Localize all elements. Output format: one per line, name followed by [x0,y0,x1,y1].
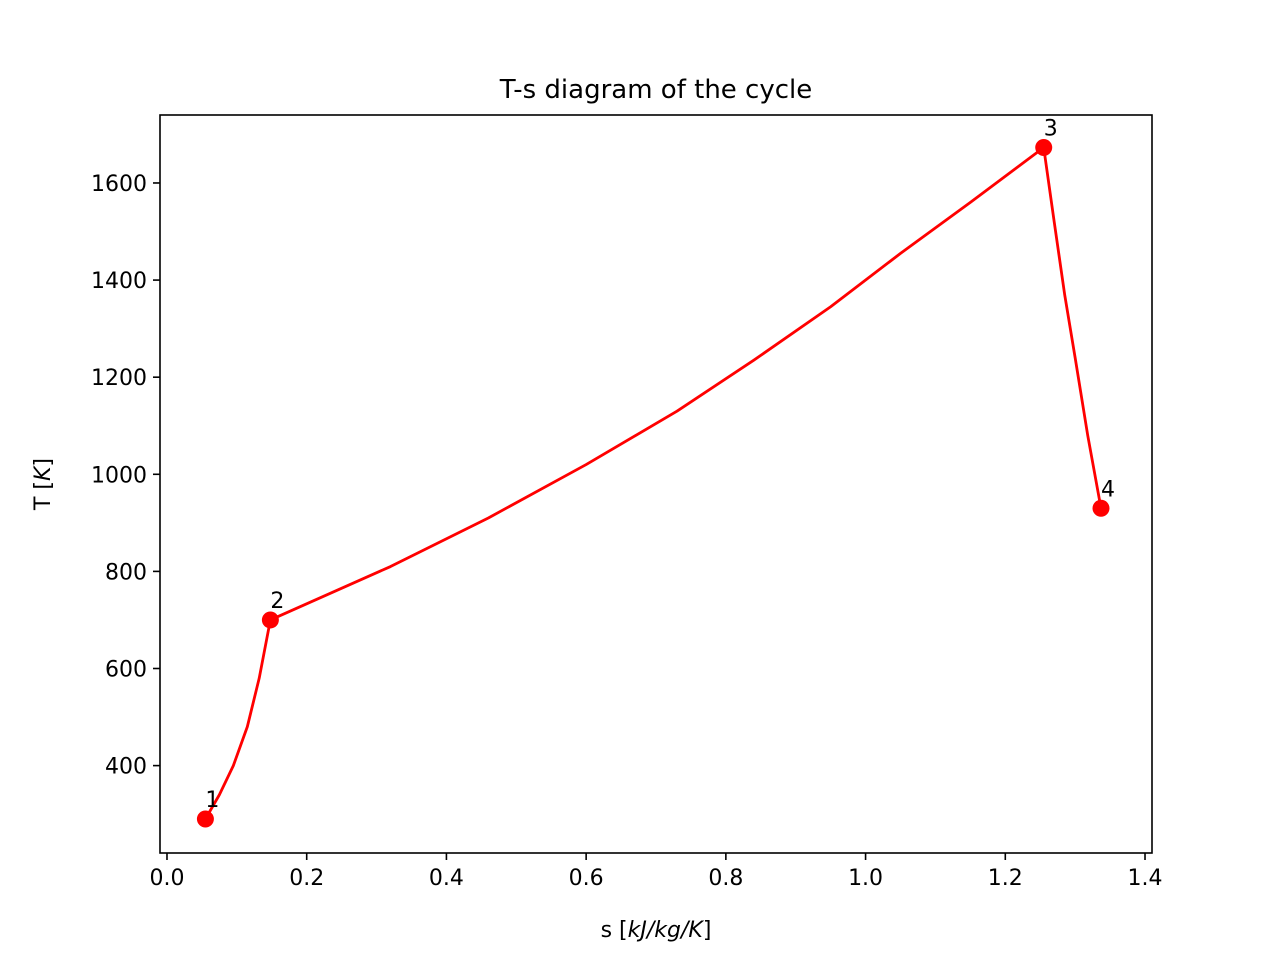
state-point-1-marker [196,810,214,828]
axes-frame [159,114,1153,854]
chart-title: T-s diagram of the cycle [499,75,813,105]
cycle-line-0 [204,146,1103,820]
x-tick-label: 1.2 [988,866,1023,891]
x-axis-label-suffix: ] [703,918,712,943]
x-axis-label: s [kJ/kg/K] [601,918,712,943]
y-tick-label: 600 [105,658,147,683]
x-axis-label-prefix: s [ [601,918,628,943]
y-tick-label: 1000 [91,463,147,488]
y-axis-label-suffix: ] [31,458,56,467]
state-point-4-label: 4 [1101,477,1115,502]
state-point-2-marker [261,611,279,629]
x-tick-label: 0.6 [569,866,604,891]
x-tick-label: 0.8 [708,866,743,891]
state-point-2-label: 2 [270,589,284,614]
y-axis-label-prefix: T [ [31,481,56,511]
x-tick-label: 0.4 [429,866,464,891]
x-tick-label: 0.0 [149,866,184,891]
x-tick-label: 1.4 [1128,866,1163,891]
y-axis-label-unit: K [31,465,56,481]
y-tick-label: 1400 [91,269,147,294]
y-tick-label: 400 [105,755,147,780]
state-point-3-label: 3 [1044,117,1058,142]
state-point-4-marker [1092,499,1110,517]
state-point-3-marker [1035,139,1053,157]
y-tick-label: 1600 [91,172,147,197]
y-axis-label: T [K] [31,458,56,511]
x-axis-label-unit: kJ/kg/K [628,918,705,943]
x-tick-label: 1.0 [848,866,883,891]
state-point-1-label: 1 [205,788,219,813]
y-tick-label: 1200 [91,366,147,391]
y-tick-label: 800 [105,560,147,585]
x-tick-label: 0.2 [289,866,324,891]
